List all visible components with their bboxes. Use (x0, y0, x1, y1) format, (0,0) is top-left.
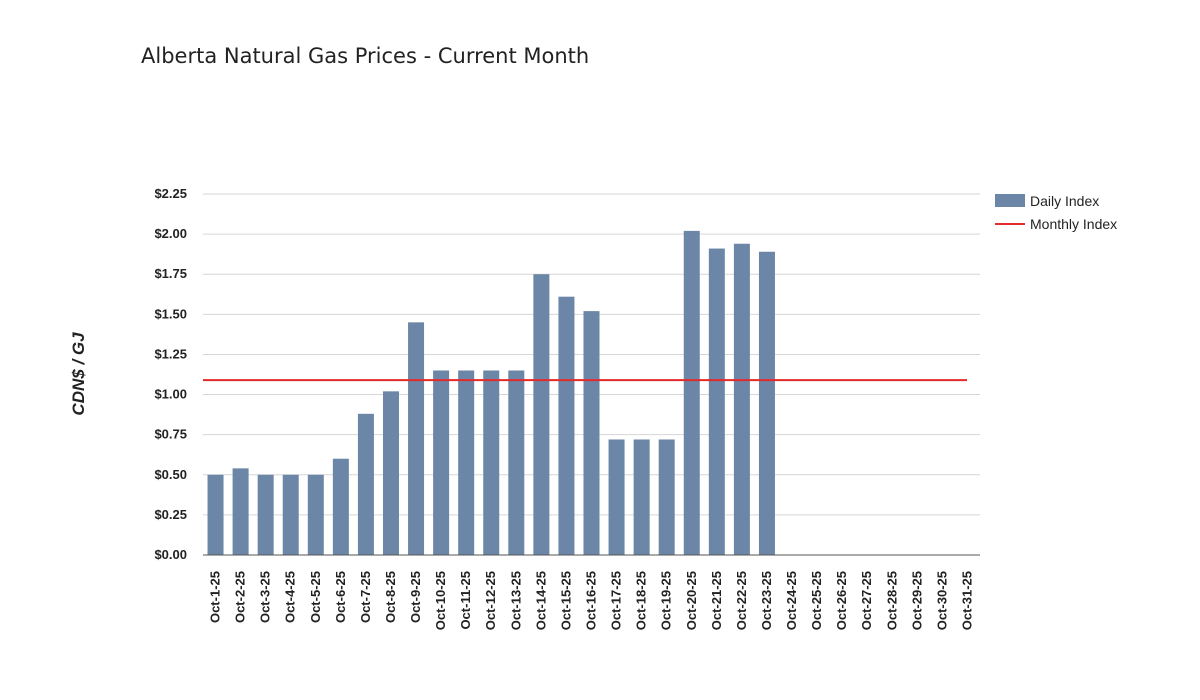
x-tick-label: Oct-18-25 (634, 571, 649, 630)
bar-Oct-2-25 (232, 468, 249, 555)
bar-Oct-23-25 (758, 251, 775, 555)
x-tick-label: Oct-23-25 (759, 571, 774, 630)
bar-Oct-22-25 (733, 243, 750, 555)
bar-Oct-16-25 (583, 311, 600, 555)
bar-Oct-10-25 (433, 370, 450, 555)
bar-Oct-15-25 (558, 296, 575, 555)
x-tick-label: Oct-29-25 (909, 571, 924, 630)
x-tick-label: Oct-16-25 (584, 571, 599, 630)
y-axis-label: CDN$ / GJ (69, 332, 88, 416)
x-tick-label: Oct-4-25 (283, 571, 298, 623)
bar-Oct-18-25 (633, 439, 650, 555)
y-tick-label: $1.00 (154, 387, 187, 402)
y-tick-label: $1.25 (154, 346, 187, 361)
bar-Oct-6-25 (332, 458, 349, 555)
legend-label-daily-index: Daily Index (1030, 193, 1099, 209)
bar-Oct-19-25 (658, 439, 675, 555)
x-tick-label: Oct-25-25 (809, 571, 824, 630)
x-tick-label: Oct-9-25 (408, 571, 423, 623)
x-axis-ticks: Oct-1-25 Oct-2-25 Oct-3-25 Oct-4-25 Oct-5-25… (208, 571, 975, 630)
x-tick-label: Oct-8-25 (383, 571, 398, 623)
x-tick-label: Oct-2-25 (233, 571, 248, 623)
legend: Daily Index Monthly Index (995, 193, 1117, 232)
y-tick-label: $2.00 (154, 226, 187, 241)
legend-label-monthly-index: Monthly Index (1030, 216, 1117, 232)
y-tick-label: $2.25 (154, 186, 187, 201)
x-tick-label: Oct-1-25 (208, 571, 223, 623)
bar-Oct-3-25 (257, 474, 274, 555)
bar-Oct-21-25 (708, 248, 725, 555)
bar-Oct-8-25 (382, 391, 399, 555)
x-tick-label: Oct-19-25 (659, 571, 674, 630)
y-tick-label: $0.50 (154, 467, 187, 482)
y-axis-ticks: $0.00 $0.25 $0.50 $0.75 $1.00 $1.25 $1.50 $1.75… (154, 186, 187, 562)
bar-series-daily-index (207, 230, 775, 555)
bar-Oct-20-25 (683, 230, 700, 555)
bar-Oct-4-25 (282, 474, 299, 555)
y-tick-label: $0.00 (154, 547, 187, 562)
x-tick-label: Oct-21-25 (709, 571, 724, 630)
x-tick-label: Oct-7-25 (358, 571, 373, 623)
x-tick-label: Oct-6-25 (333, 571, 348, 623)
x-tick-label: Oct-3-25 (258, 571, 273, 623)
x-tick-label: Oct-17-25 (609, 571, 624, 630)
y-tick-label: $1.75 (154, 266, 187, 281)
y-tick-label: $1.50 (154, 306, 187, 321)
x-tick-label: Oct-27-25 (859, 571, 874, 630)
bar-Oct-13-25 (508, 370, 525, 555)
x-tick-label: Oct-14-25 (533, 571, 548, 630)
x-tick-label: Oct-11-25 (458, 571, 473, 630)
x-tick-label: Oct-13-25 (508, 571, 523, 630)
chart-title: Alberta Natural Gas Prices - Current Mon… (141, 44, 590, 68)
x-tick-label: Oct-15-25 (558, 571, 573, 630)
x-tick-label: Oct-22-25 (734, 571, 749, 630)
x-tick-label: Oct-20-25 (684, 571, 699, 630)
legend-swatch-daily-index (995, 194, 1025, 207)
bar-Oct-7-25 (357, 413, 374, 555)
x-tick-label: Oct-28-25 (884, 571, 899, 630)
bar-Oct-1-25 (207, 474, 224, 555)
x-tick-label: Oct-12-25 (483, 571, 498, 630)
x-tick-label: Oct-26-25 (834, 571, 849, 630)
bar-Oct-9-25 (408, 322, 425, 555)
x-tick-label: Oct-31-25 (959, 571, 974, 630)
bar-Oct-17-25 (608, 439, 625, 555)
bar-Oct-5-25 (307, 474, 324, 555)
x-tick-label: Oct-30-25 (934, 571, 949, 630)
y-tick-label: $0.75 (154, 427, 187, 442)
y-tick-label: $0.25 (154, 507, 187, 522)
bar-Oct-14-25 (533, 274, 550, 555)
bar-Oct-11-25 (458, 370, 475, 555)
x-tick-label: Oct-5-25 (308, 571, 323, 623)
bar-Oct-12-25 (483, 370, 500, 555)
x-tick-label: Oct-10-25 (433, 571, 448, 630)
x-tick-label: Oct-24-25 (784, 571, 799, 630)
